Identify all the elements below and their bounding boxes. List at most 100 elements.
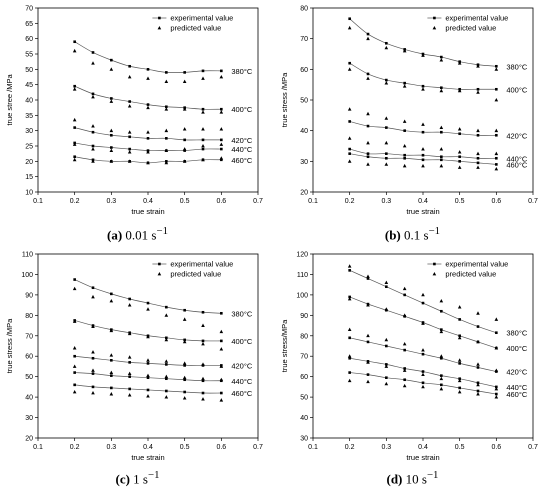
temperature-label: 460°C [231, 389, 253, 398]
predicted-point [421, 321, 425, 325]
predicted-point [347, 25, 352, 30]
temperature-label: 440°C [231, 377, 253, 386]
predicted-point [366, 162, 370, 166]
predicted-point [457, 335, 462, 340]
predicted-point [91, 391, 95, 395]
predicted-point [347, 159, 352, 163]
y-tick-label: 110 [22, 252, 33, 259]
y-tick-label: 70 [300, 354, 308, 361]
predicted-point [127, 371, 132, 375]
experimental-point [110, 146, 113, 149]
experimental-point [476, 133, 480, 137]
caption-c: (c) 1 s−1 [0, 469, 275, 487]
experimental-point [110, 386, 113, 390]
predicted-point [91, 124, 95, 128]
predicted-point [457, 61, 462, 65]
experimental-point [73, 155, 76, 159]
predicted-point [219, 110, 224, 114]
predicted-point [201, 323, 205, 327]
legend-marker-predicted [157, 26, 162, 30]
experimental-point [183, 149, 186, 152]
experimental-point [458, 362, 461, 365]
predicted-point [164, 79, 169, 83]
caption-b-label: (b) [384, 227, 401, 243]
predicted-point [109, 159, 114, 163]
predicted-point [164, 148, 169, 152]
predicted-point [72, 286, 77, 291]
y-tick-label: 30 [300, 159, 308, 166]
chart-d: 0.1 0.2 0.3 0.4 0.5 0.6 0.7 30 40 50 60 70 80 90 100 11… [280, 252, 538, 463]
predicted-point [219, 398, 224, 402]
y-tick-label: 60 [300, 374, 308, 381]
predicted-point [476, 64, 480, 68]
predicted-point [347, 107, 352, 111]
experimental-point [366, 72, 370, 76]
legend-marker-experimental [158, 16, 161, 20]
predicted-point [182, 339, 187, 344]
y-axis-label: true stress /MPa [5, 318, 14, 373]
experimental-point [348, 120, 351, 123]
legend-marker-experimental [433, 262, 436, 266]
experimental-point [165, 305, 168, 309]
y-tick-label: 30 [25, 415, 33, 422]
x-tick-label: 0.7 [253, 444, 263, 451]
y-tick-label: 35 [25, 113, 33, 120]
experimental-point [440, 86, 443, 90]
series-460C: 460°C [347, 152, 528, 171]
series-460C: 460°C [72, 383, 253, 402]
experimental-point [348, 336, 351, 340]
x-tick-label: 0.2 [70, 444, 80, 451]
predicted-point [366, 303, 370, 307]
y-tick-label: 40 [25, 395, 33, 402]
experimental-point [385, 152, 388, 155]
chart-a: 0.1 0.2 0.3 0.4 0.5 0.6 0.7 10 15 20 25 30 35 40 45 50 5… [5, 6, 263, 217]
predicted-point [347, 136, 352, 140]
legend-label-predicted: predicted value [170, 270, 221, 279]
predicted-point [402, 368, 407, 372]
experimental-point [91, 130, 95, 134]
experimental-point [201, 69, 205, 73]
legend-label-predicted: predicted value [170, 24, 221, 33]
experimental-point [403, 156, 406, 160]
experimental-point [458, 386, 461, 390]
y-tick-label: 10 [25, 190, 33, 197]
experimental-point [110, 374, 113, 377]
x-tick-label: 0.2 [70, 198, 80, 205]
legend-label-experimental: experimental value [170, 14, 233, 23]
experimental-point [128, 135, 131, 139]
predicted-point [402, 48, 407, 53]
predicted-point [494, 98, 499, 102]
y-tick-label: 90 [300, 313, 308, 320]
predicted-point [494, 128, 499, 133]
experimental-point [183, 390, 186, 394]
experimental-point [421, 153, 425, 157]
predicted-point [402, 119, 407, 123]
predicted-point [457, 378, 462, 383]
predicted-point [439, 354, 444, 358]
predicted-point [109, 328, 114, 333]
predicted-point [109, 392, 114, 396]
predicted-point [366, 379, 370, 384]
experimental-point [366, 32, 370, 36]
predicted-point [219, 142, 224, 146]
x-tick-label: 0.1 [308, 444, 318, 451]
caption-c-label: (c) [115, 471, 130, 487]
experimental-point [421, 352, 425, 356]
experimental-point [183, 338, 186, 342]
experimental-point [128, 375, 131, 378]
y-tick-label: 70 [25, 333, 33, 340]
x-tick-label: 0.3 [381, 444, 391, 451]
temperature-label: 420°C [506, 368, 528, 377]
predicted-point [439, 386, 444, 391]
x-tick-label: 0.2 [345, 198, 355, 205]
predicted-point [347, 67, 352, 71]
predicted-point [146, 307, 150, 311]
experimental-point [165, 137, 168, 140]
experimental-point [440, 309, 443, 313]
legend-label-experimental: experimental value [170, 260, 233, 269]
x-tick-label: 0.1 [33, 444, 43, 451]
x-tick-label: 0.5 [180, 198, 190, 205]
experimental-point [385, 363, 388, 366]
experimental-point [458, 377, 461, 381]
y-tick-label: 60 [300, 67, 308, 74]
